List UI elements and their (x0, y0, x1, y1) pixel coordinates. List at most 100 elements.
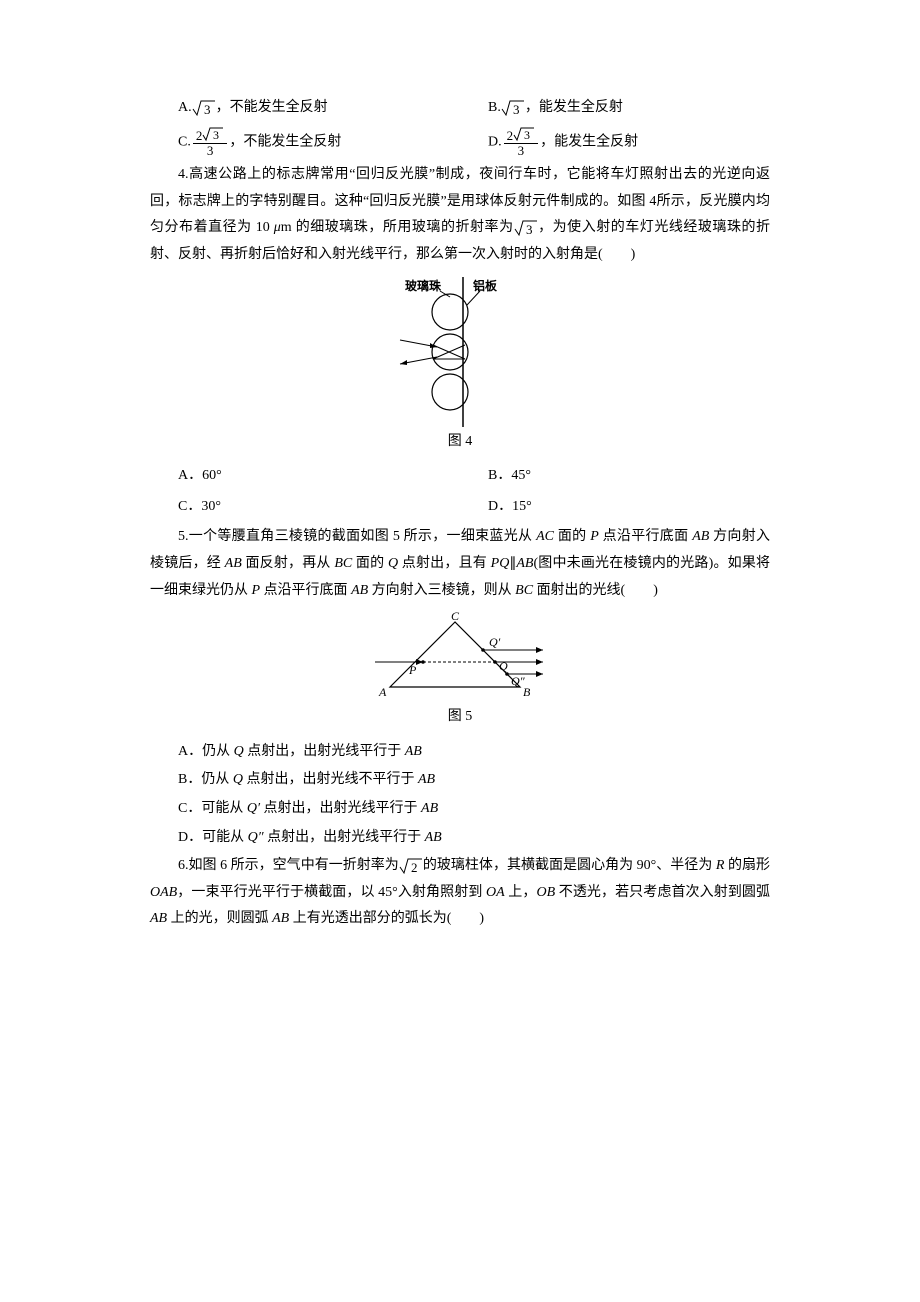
svg-text:3: 3 (524, 128, 530, 142)
t: 上， (505, 885, 537, 900)
v: P (590, 529, 599, 544)
t: B．仍从 (178, 772, 233, 787)
t: 面的 (352, 556, 388, 571)
v: AB (692, 529, 709, 544)
svg-text:3: 3 (513, 102, 520, 117)
denominator: 3 (504, 144, 539, 158)
t: 不透光，若只考虑首次入射到圆弧 (555, 885, 770, 900)
opt-text: ，能发生全反射 (525, 100, 623, 115)
v: AB (150, 911, 167, 926)
t: 上有光透出部分的弧长为( ) (289, 911, 484, 926)
q5-option-c: C．可能从 Q′ 点射出，出射光线平行于 AB (150, 796, 770, 823)
sqrt2-icon: 2 (399, 857, 423, 875)
q5-option-b: B．仍从 Q 点射出，出射光线不平行于 AB (150, 767, 770, 794)
svg-text:3: 3 (526, 222, 533, 237)
denominator: 3 (193, 144, 228, 158)
v: AC (536, 529, 554, 544)
v: AB (405, 744, 422, 759)
math-sqrt3: 3 (501, 100, 525, 115)
opt-label: A. (178, 100, 192, 115)
v: AB (421, 801, 438, 816)
opt-label: D. (488, 134, 502, 149)
v: OB (536, 885, 555, 900)
opt-label: B. (488, 100, 501, 115)
v: BC (515, 583, 533, 598)
v: AB (425, 830, 442, 845)
svg-text:3: 3 (213, 128, 219, 142)
v: BC (334, 556, 352, 571)
v: Q (234, 744, 244, 759)
label-glass-bead: 玻璃珠 (405, 278, 442, 293)
v: Q (233, 772, 243, 787)
t: 的扇形 (724, 858, 770, 873)
t: 方向射入三棱镜，则从 (368, 583, 515, 598)
q3-option-c: C.233，不能发生全反射 (150, 126, 460, 159)
fraction: 233 (191, 126, 230, 159)
numerator: 23 (504, 126, 539, 144)
q3-option-a: A. 3 ，不能发生全反射 (150, 95, 460, 122)
v: OA (486, 885, 505, 900)
label-aluminum: 铝板 (473, 278, 498, 293)
t: 5.一个等腰直角三棱镜的截面如图 5 所示，一细束蓝光从 (178, 529, 536, 544)
opt-text: ，不能发生全反射 (229, 134, 341, 149)
t: 6.如图 6 所示，空气中有一折射率为 (178, 858, 399, 873)
t: 点射出，出射光线平行于 (264, 830, 425, 845)
q4-options-row1: A．60° B．45° (150, 463, 770, 490)
lbl: Q″ (511, 674, 526, 688)
numerator: 23 (193, 126, 228, 144)
opt-text: ，能发生全反射 (540, 134, 638, 149)
q4-caption: 图 4 (150, 429, 770, 456)
v: AB (516, 556, 533, 571)
v: Q′ (247, 801, 260, 816)
q5-figure: C A B P Q Q′ Q″ 图 5 (150, 612, 770, 731)
q4-option-d: D．15° (460, 494, 770, 521)
v: AB (272, 911, 289, 926)
math-sqrt3: 3 (192, 100, 216, 115)
t: 点沿平行底面 (599, 529, 692, 544)
fraction: 233 (502, 126, 541, 159)
v: Q (388, 556, 398, 571)
q3-options-row1: A. 3 ，不能发生全反射 B. 3 ，能发生全反射 (150, 95, 770, 122)
t: 点射出，出射光线平行于 (244, 744, 405, 759)
t: 面射出的光线( ) (533, 583, 658, 598)
opt-label: C. (178, 134, 191, 149)
v: AB (351, 583, 368, 598)
t: C．可能从 (178, 801, 247, 816)
prism-diagram: C A B P Q Q′ Q″ (365, 612, 555, 702)
t: 面反射，再从 (242, 556, 335, 571)
t: 面的 (554, 529, 590, 544)
v: OAB (150, 885, 177, 900)
text: m 的细玻璃珠，所用玻璃的折射率为 (281, 220, 514, 235)
q5-caption: 图 5 (150, 704, 770, 731)
svg-text:3: 3 (204, 102, 211, 117)
q3-option-b: B. 3 ，能发生全反射 (460, 95, 770, 122)
q3-option-d: D.233，能发生全反射 (460, 126, 770, 159)
t: D．可能从 (178, 830, 248, 845)
lbl: P (408, 663, 417, 677)
q3-options-row2: C.233，不能发生全反射 D.233，能发生全反射 (150, 126, 770, 159)
q6-text: 6.如图 6 所示，空气中有一折射率为 2 的玻璃柱体，其横截面是圆心角为 90°、… (150, 853, 770, 933)
lbl: C (451, 612, 460, 623)
t: 点射出，出射光线平行于 (260, 801, 421, 816)
q5-option-a: A．仍从 Q 点射出，出射光线平行于 AB (150, 739, 770, 766)
sqrt3-icon: 3 (514, 219, 538, 237)
v: P (252, 583, 261, 598)
v: PQ (491, 556, 510, 571)
q4-option-b: B．45° (460, 463, 770, 490)
t: 的玻璃柱体，其横截面是圆心角为 90°、半径为 (423, 858, 716, 873)
q4-options-row2: C．30° D．15° (150, 494, 770, 521)
lbl: Q′ (489, 635, 501, 649)
opt-text: ，不能发生全反射 (216, 100, 328, 115)
q5-text: 5.一个等腰直角三棱镜的截面如图 5 所示，一细束蓝光从 AC 面的 P 点沿平… (150, 524, 770, 604)
lbl: A (378, 685, 387, 699)
t: A．仍从 (178, 744, 234, 759)
t: 点沿平行底面 (260, 583, 351, 598)
lbl: Q (499, 659, 508, 673)
v: AB (418, 772, 435, 787)
t: 点射出，出射光线不平行于 (243, 772, 418, 787)
svg-text:2: 2 (411, 860, 418, 875)
q4-figure: 玻璃珠 铝板 图 4 (150, 277, 770, 456)
v: Q″ (248, 830, 264, 845)
t: 上的光，则圆弧 (167, 911, 272, 926)
q5-option-d: D．可能从 Q″ 点射出，出射光线平行于 AB (150, 825, 770, 852)
